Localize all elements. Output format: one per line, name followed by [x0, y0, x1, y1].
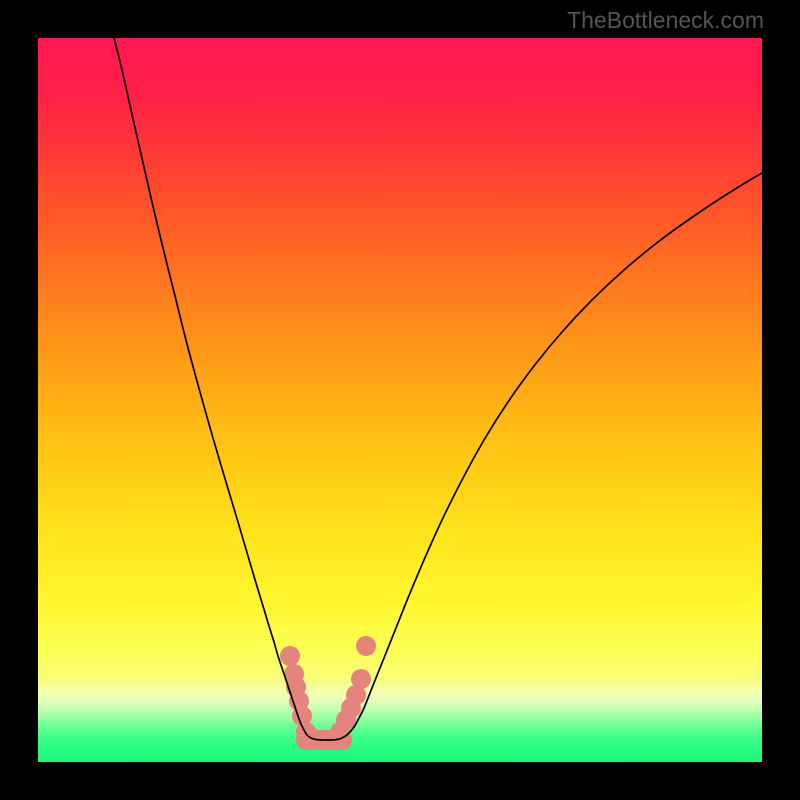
chart-svg [38, 38, 762, 762]
plot-area [38, 38, 762, 762]
curve-marker [351, 669, 371, 689]
gradient-background [38, 38, 762, 762]
curve-marker [280, 646, 300, 666]
chart-canvas: TheBottleneck.com [0, 0, 800, 800]
watermark-text: TheBottleneck.com [567, 7, 764, 34]
curve-marker [356, 636, 376, 656]
